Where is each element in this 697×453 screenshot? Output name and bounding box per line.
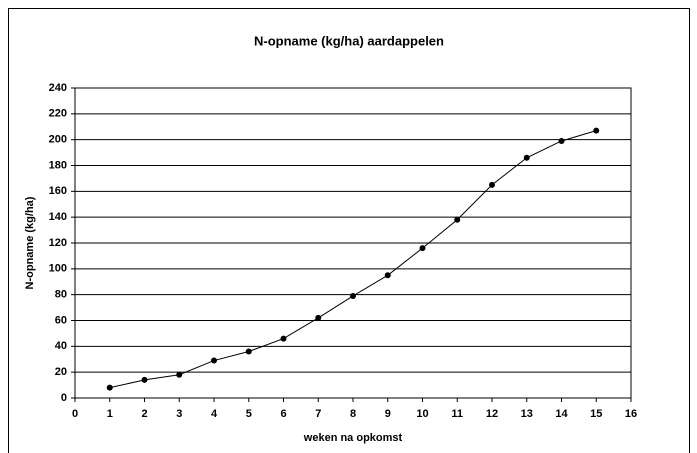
- y-tick-label: 180: [49, 159, 67, 171]
- y-tick-label: 60: [55, 314, 67, 326]
- point: [558, 137, 565, 144]
- y-tick-label: 20: [55, 366, 67, 378]
- point: [106, 384, 113, 391]
- x-tick-label: 3: [176, 408, 182, 420]
- x-tick-label: 2: [141, 408, 147, 420]
- point: [419, 245, 426, 252]
- point: [141, 376, 148, 383]
- y-tick-label: 40: [55, 340, 67, 352]
- y-tick-label: 0: [61, 392, 67, 404]
- y-tick-label: 140: [49, 211, 67, 223]
- chart-title: N-opname (kg/ha) aardappelen: [254, 33, 444, 48]
- point: [280, 335, 287, 342]
- x-tick-label: 10: [416, 408, 428, 420]
- x-tick-label: 0: [72, 408, 78, 420]
- x-tick-label: 5: [246, 408, 252, 420]
- y-tick-label: 120: [49, 237, 67, 249]
- point: [211, 357, 217, 364]
- point: [245, 348, 252, 355]
- point: [489, 181, 495, 188]
- y-tick-label: 100: [49, 263, 67, 275]
- point: [384, 272, 391, 279]
- x-tick-label: 6: [280, 408, 286, 420]
- y-tick-label: 240: [49, 82, 67, 94]
- x-tick-label: 13: [521, 408, 533, 420]
- chart-frame: [8, 8, 690, 453]
- y-axis-label: N-opname (kg/ha): [24, 196, 36, 289]
- plot-area: [74, 87, 632, 399]
- y-tick-label: 220: [49, 108, 67, 120]
- x-tick-label: 12: [486, 408, 498, 420]
- x-tick-label: 1: [107, 408, 113, 420]
- y-tick-label: 160: [49, 185, 67, 197]
- point: [350, 292, 356, 299]
- y-tick-label: 80: [55, 289, 67, 301]
- x-tick-label: 8: [350, 408, 356, 420]
- x-tick-label: 16: [625, 408, 637, 420]
- x-tick-label: 15: [590, 408, 602, 420]
- x-tick-label: 11: [451, 408, 463, 420]
- point: [176, 371, 183, 378]
- point: [593, 127, 600, 134]
- y-tick-label: 200: [49, 134, 67, 146]
- x-axis-label: weken na opkomst: [303, 432, 403, 444]
- x-tick-label: 9: [385, 408, 391, 420]
- x-tick-label: 4: [211, 408, 218, 420]
- x-tick-label: 14: [555, 408, 568, 420]
- point: [523, 154, 530, 161]
- point: [315, 314, 322, 321]
- point: [454, 216, 461, 223]
- x-tick-label: 7: [315, 408, 321, 420]
